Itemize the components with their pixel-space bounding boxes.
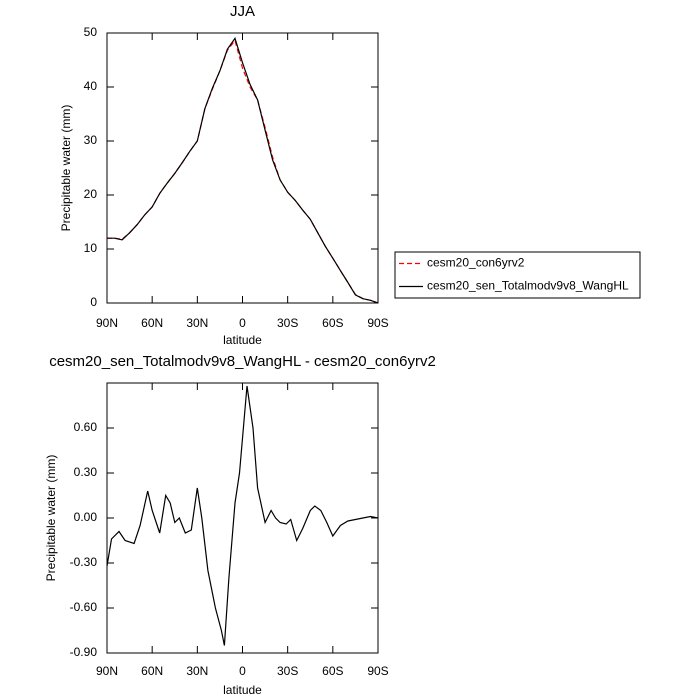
data-line [106,385,379,646]
legend-label: cesm20_sen_Totalmodv9v8_WangHL [427,279,629,293]
y-tick-label: 50 [84,25,98,39]
y-tick-label: 30 [84,133,98,147]
y-axis-label: Precipitable water (mm) [44,455,58,582]
x-tick-label: 90S [367,316,388,330]
x-axis-label: latitude [223,333,262,347]
x-tick-label: 90N [96,664,118,678]
chart-title: JJA [230,3,255,20]
x-tick-label: 60S [322,664,343,678]
data-line [107,37,379,304]
x-tick-label: 0 [239,316,246,330]
y-tick-label: -0.90 [70,645,98,659]
plot-frame [106,32,379,304]
x-tick-label: 30N [186,316,208,330]
x-tick-label: 90S [367,664,388,678]
x-tick-label: 30S [277,316,298,330]
y-tick-label: -0.30 [70,555,98,569]
x-tick-label: 90N [96,316,118,330]
x-tick-label: 60N [141,664,163,678]
x-tick-label: 60N [141,316,163,330]
data-line [107,39,379,304]
y-tick-label: 0.30 [74,465,98,479]
y-tick-label: 40 [84,79,98,93]
y-tick-label: 20 [84,187,98,201]
x-tick-label: 60S [322,316,343,330]
y-tick-label: 0 [90,295,97,309]
legend-label: cesm20_con6yrv2 [427,256,525,270]
plot-frame [106,382,379,654]
x-axis-label: latitude [223,683,262,697]
y-tick-label: 0.00 [74,510,98,524]
x-tick-label: 30S [277,664,298,678]
y-axis-label: Precipitable water (mm) [59,105,73,232]
y-tick-label: 10 [84,241,98,255]
y-tick-label: 0.60 [74,420,98,434]
legend-box [394,251,641,299]
y-tick-label: -0.60 [70,600,98,614]
chart-title: cesm20_sen_Totalmodv9v8_WangHL - cesm20_… [49,353,436,370]
x-tick-label: 0 [239,664,246,678]
x-tick-label: 30N [186,664,208,678]
